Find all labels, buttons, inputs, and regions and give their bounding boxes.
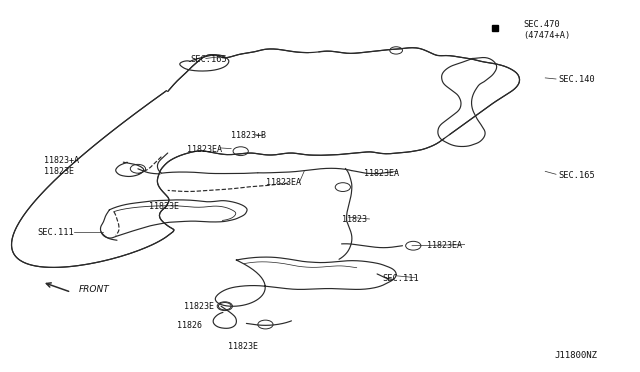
Text: SEC.140: SEC.140: [558, 75, 595, 84]
Text: J11800NZ: J11800NZ: [555, 351, 598, 360]
Text: FRONT: FRONT: [79, 285, 109, 294]
Text: SEC.111: SEC.111: [382, 274, 419, 283]
Text: SEC.165: SEC.165: [558, 170, 595, 180]
Text: 11823+A: 11823+A: [44, 156, 79, 165]
Text: 11823E: 11823E: [228, 342, 258, 351]
Text: 11823E: 11823E: [44, 167, 74, 176]
Text: 11823EA: 11823EA: [427, 241, 461, 250]
Text: SEC.165: SEC.165: [190, 55, 227, 64]
Text: 11826: 11826: [177, 321, 202, 330]
Text: SEC.111: SEC.111: [38, 228, 74, 237]
Text: 11823E: 11823E: [184, 302, 214, 311]
Text: SEC.470: SEC.470: [523, 20, 560, 29]
Text: 11823: 11823: [342, 215, 367, 224]
Text: 11823+B: 11823+B: [231, 131, 266, 140]
Text: (47474+A): (47474+A): [523, 31, 570, 40]
Text: 11823E: 11823E: [148, 202, 179, 211]
Text: 11823EA: 11823EA: [266, 178, 301, 187]
Text: 11823EA: 11823EA: [187, 145, 222, 154]
Text: 11823EA: 11823EA: [364, 169, 399, 178]
